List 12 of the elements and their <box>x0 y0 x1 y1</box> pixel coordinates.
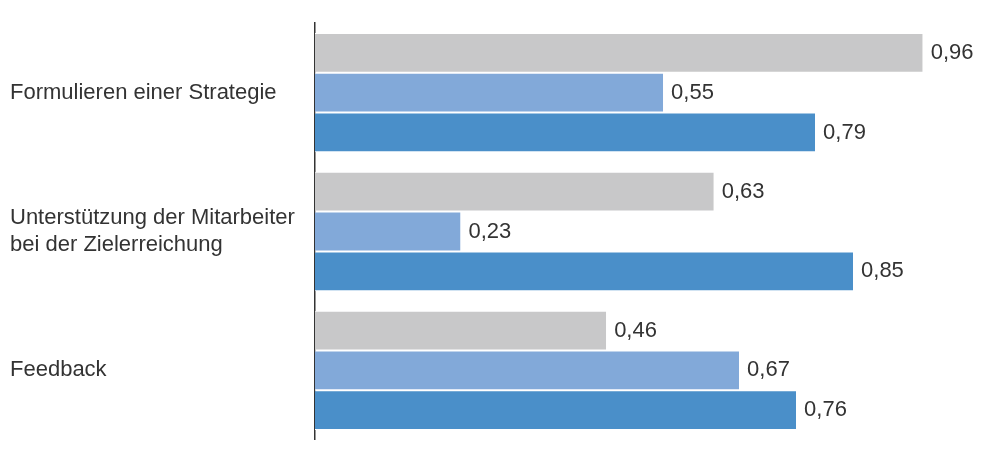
data-label: 0,96 <box>930 38 974 64</box>
data-label: 0,46 <box>614 316 657 342</box>
data-label: 0,67 <box>747 356 790 382</box>
data-label: 0,55 <box>671 78 714 104</box>
data-label: 0,76 <box>804 396 847 422</box>
y-tick-label: Unterstützung der Mitarbeiter bei der Zielerreichung <box>10 204 295 256</box>
data-label: 0,63 <box>721 177 765 203</box>
data-label: 0,79 <box>823 118 866 144</box>
data-label: 0,23 <box>468 217 512 243</box>
y-tick-label: Feedback <box>10 356 108 382</box>
y-tick-label: Formulieren einer Strategie <box>10 78 277 104</box>
data-label: 0,85 <box>861 257 904 283</box>
